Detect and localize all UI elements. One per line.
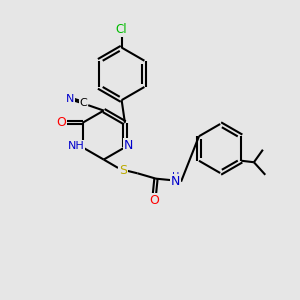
Text: Cl: Cl (116, 22, 127, 36)
Text: C: C (80, 98, 87, 108)
Text: NH: NH (68, 141, 84, 151)
Text: N: N (124, 139, 134, 152)
Text: N: N (66, 94, 74, 103)
Text: H: H (172, 172, 180, 182)
Text: N: N (171, 175, 180, 188)
Text: O: O (56, 116, 66, 129)
Text: O: O (149, 194, 159, 207)
Text: S: S (119, 164, 128, 177)
